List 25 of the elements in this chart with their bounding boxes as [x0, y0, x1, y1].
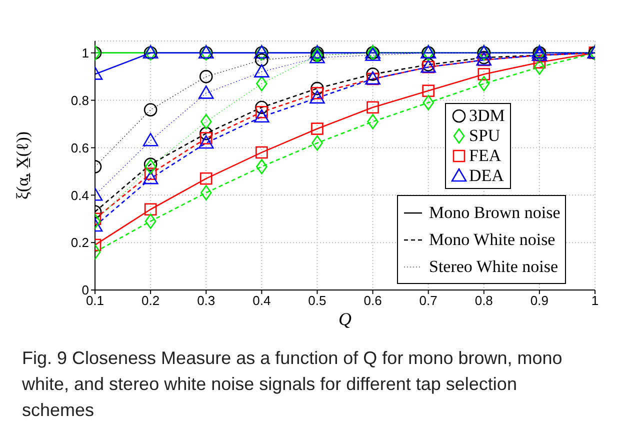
y-tick-label: 0.8	[70, 92, 89, 108]
y-axis-title: ξ(α̲, X̲(ℓ))	[13, 131, 32, 200]
legend-label: 3DM	[469, 106, 505, 126]
y-tick-label: 0.6	[70, 140, 89, 156]
annotation: Mono White noise	[429, 229, 556, 251]
text: Fig. 9 Closeness Measure as a function of Q for mono brown, mono white, and stereo white noise signals for different tap selection schemes	[22, 347, 564, 422]
annotation: Mono Brown noise	[429, 202, 560, 224]
legend-label: DEA	[469, 166, 504, 186]
y-tick-label: 0.4	[70, 188, 89, 203]
legend-label: FEA	[469, 146, 502, 166]
x-tick-label: 0.4	[252, 293, 271, 308]
y-tick-label: 0.2	[70, 235, 89, 250]
x-tick-label: 0.8	[474, 293, 493, 308]
y-tick-label: 1	[82, 45, 89, 60]
annotation: Stereo White noise	[429, 256, 558, 278]
x-tick-label: 0.6	[364, 293, 382, 308]
x-tick-label: 0.1	[86, 293, 104, 308]
x-tick-label: 0.7	[419, 293, 438, 308]
x-tick-label: 0.2	[142, 293, 160, 308]
x-tick-label: 1	[591, 293, 599, 308]
x-tick-label: 0.9	[530, 293, 548, 308]
x-tick-label: 0.3	[197, 293, 216, 308]
x-tick-label: 0.5	[308, 293, 326, 308]
legend-label: SPU	[469, 126, 500, 146]
x-axis-title: Q	[338, 309, 352, 329]
